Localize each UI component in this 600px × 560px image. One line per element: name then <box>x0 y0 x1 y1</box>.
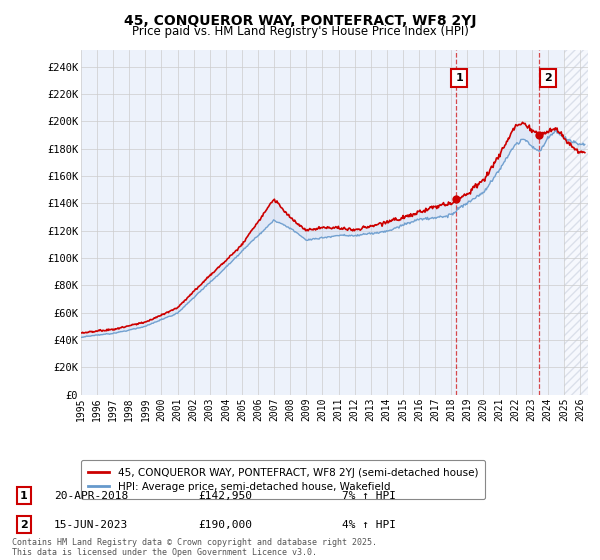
Text: 1: 1 <box>20 491 28 501</box>
Text: 2: 2 <box>20 520 28 530</box>
Text: Price paid vs. HM Land Registry's House Price Index (HPI): Price paid vs. HM Land Registry's House … <box>131 25 469 38</box>
Text: 2: 2 <box>544 73 551 83</box>
Text: 15-JUN-2023: 15-JUN-2023 <box>54 520 128 530</box>
Legend: 45, CONQUEROR WAY, PONTEFRACT, WF8 2YJ (semi-detached house), HPI: Average price: 45, CONQUEROR WAY, PONTEFRACT, WF8 2YJ (… <box>81 460 485 499</box>
Text: 7% ↑ HPI: 7% ↑ HPI <box>342 491 396 501</box>
Text: Contains HM Land Registry data © Crown copyright and database right 2025.
This d: Contains HM Land Registry data © Crown c… <box>12 538 377 557</box>
Text: 4% ↑ HPI: 4% ↑ HPI <box>342 520 396 530</box>
Text: 20-APR-2018: 20-APR-2018 <box>54 491 128 501</box>
Text: 1: 1 <box>455 73 463 83</box>
Text: £190,000: £190,000 <box>198 520 252 530</box>
Text: £142,950: £142,950 <box>198 491 252 501</box>
Text: 45, CONQUEROR WAY, PONTEFRACT, WF8 2YJ: 45, CONQUEROR WAY, PONTEFRACT, WF8 2YJ <box>124 14 476 28</box>
